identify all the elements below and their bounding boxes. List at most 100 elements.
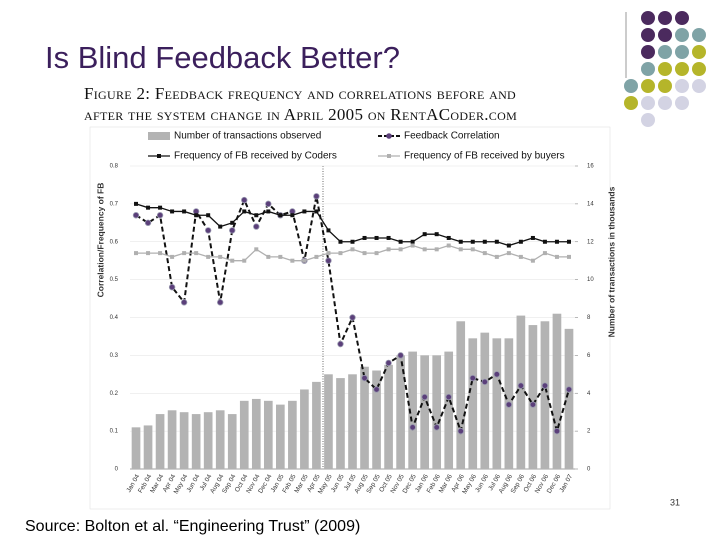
point [302, 258, 307, 263]
point [325, 257, 332, 264]
point [446, 235, 451, 240]
point [362, 235, 367, 240]
point [422, 247, 427, 252]
point [482, 251, 487, 256]
point [458, 247, 463, 252]
source: Source: Bolton et al. “Engineering Trust… [25, 518, 360, 535]
bar [155, 414, 165, 469]
point [434, 247, 439, 252]
bar [372, 370, 381, 469]
point [457, 427, 464, 435]
point [146, 205, 151, 210]
legend-swatch [148, 132, 170, 140]
point [409, 424, 416, 431]
bar [300, 389, 309, 469]
point [338, 239, 343, 244]
point [204, 227, 212, 234]
y2-tick-label: 4 [587, 391, 591, 397]
point [254, 213, 259, 218]
point [229, 227, 236, 234]
bar [468, 338, 478, 469]
y2-tick-label: 10 [587, 277, 594, 283]
y-tick-label: 0.6 [110, 239, 119, 245]
point [493, 371, 501, 378]
point [218, 224, 223, 229]
point [542, 251, 547, 256]
point [398, 239, 403, 244]
point [422, 232, 427, 237]
y-axis-title: Correlation/Frequency of FB [95, 183, 105, 298]
point [182, 251, 187, 256]
legend-label: Frequency of FB received by Coders [174, 151, 337, 162]
point [134, 201, 139, 206]
point [518, 239, 523, 244]
point [433, 424, 440, 431]
point [349, 314, 356, 321]
point [242, 209, 247, 214]
point [302, 209, 307, 214]
point [470, 247, 475, 252]
bar [324, 374, 333, 469]
bar [215, 410, 225, 469]
y-tick-label: 0.1 [110, 429, 119, 435]
bar [564, 328, 574, 469]
point [481, 378, 488, 386]
point [144, 219, 152, 227]
point [338, 251, 343, 256]
point [206, 254, 211, 259]
point [386, 247, 391, 252]
bar [288, 400, 297, 469]
point [314, 209, 319, 214]
bar [179, 412, 189, 469]
bar [131, 427, 141, 469]
point [494, 254, 499, 259]
point [373, 386, 380, 393]
point [434, 232, 439, 237]
y-tick-label: 0.5 [110, 277, 119, 283]
point [541, 382, 549, 389]
point [529, 401, 537, 408]
point [230, 258, 235, 263]
bar [227, 414, 237, 469]
bar [251, 398, 261, 469]
point [253, 223, 260, 230]
bar [167, 410, 177, 469]
point [350, 247, 355, 252]
y-tick-label: 0.4 [110, 315, 119, 321]
figure-caption: after the system change in April 2005 on… [84, 105, 517, 124]
y-tick-label: 0.2 [110, 391, 119, 397]
point [458, 239, 463, 244]
point [194, 251, 199, 256]
point [506, 243, 511, 248]
legend-swatch [387, 154, 391, 158]
figure-caption: Figure 2: Feedback frequency and correla… [84, 84, 516, 103]
y2-tick-label: 14 [587, 201, 594, 207]
point [530, 258, 535, 263]
bar [552, 313, 562, 469]
point [518, 254, 523, 259]
bar [516, 315, 526, 469]
point [362, 251, 367, 256]
point [265, 200, 272, 208]
point [230, 220, 235, 225]
point [314, 254, 319, 259]
bar [396, 355, 405, 469]
y2-tick-label: 2 [587, 429, 591, 435]
bar [444, 351, 454, 469]
point [506, 251, 511, 256]
y2-tick-label: 6 [587, 353, 591, 359]
bar [408, 351, 417, 469]
point [337, 340, 344, 348]
point [361, 374, 368, 382]
point [385, 359, 392, 367]
point [421, 393, 428, 401]
point [350, 239, 355, 244]
y-tick-label: 0 [115, 467, 119, 473]
point [242, 258, 247, 263]
point [278, 254, 283, 259]
bar [432, 355, 442, 469]
legend-swatch [157, 154, 161, 158]
point [397, 352, 404, 359]
point [158, 205, 163, 210]
